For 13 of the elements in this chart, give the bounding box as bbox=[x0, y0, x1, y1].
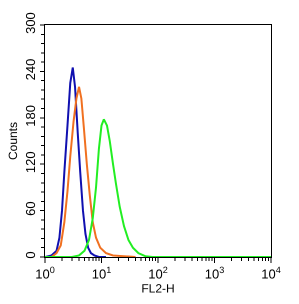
x-tick-label: 10$^{0}$ bbox=[35, 265, 55, 282]
y-tick-label: 0 bbox=[22, 251, 38, 259]
x-tick-label: 10$^{4}$ bbox=[261, 265, 281, 282]
x-axis-title: FL2-H bbox=[141, 282, 175, 296]
y-tick-label: 180 bbox=[22, 105, 38, 127]
x-tick-label: 10$^{2}$ bbox=[148, 265, 168, 282]
y-axis-title: Counts bbox=[6, 122, 20, 160]
y-tick-label: 240 bbox=[22, 58, 38, 80]
y-tick-label: 300 bbox=[22, 12, 38, 34]
x-tick-label: 10$^{1}$ bbox=[92, 265, 112, 282]
y-tick-label: 60 bbox=[22, 201, 38, 216]
x-tick-label: 10$^{3}$ bbox=[204, 265, 224, 282]
y-tick-label: 120 bbox=[22, 151, 38, 174]
